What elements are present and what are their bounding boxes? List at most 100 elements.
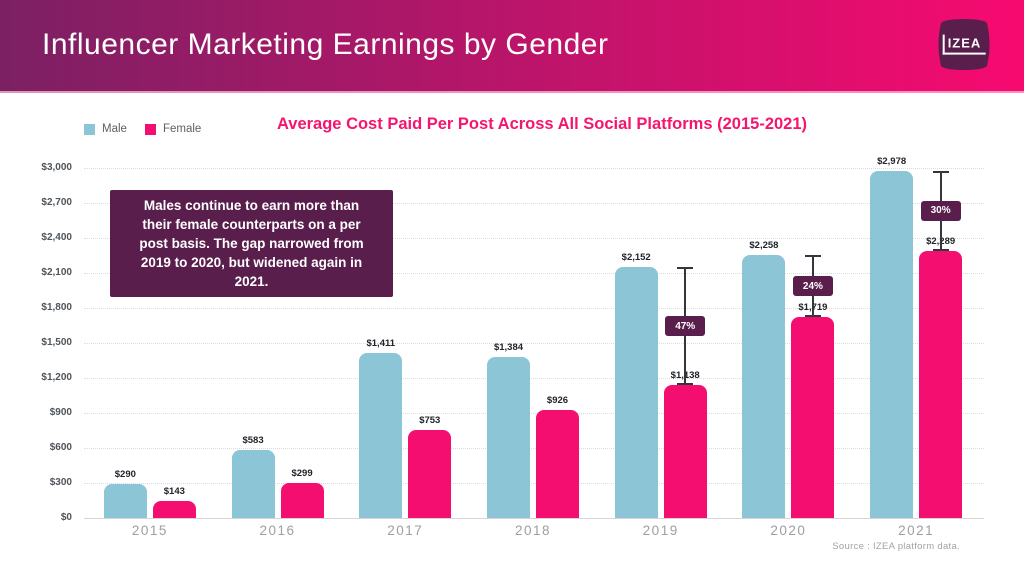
gap-badge-2020: 24% [792,276,833,296]
gridline [84,483,984,484]
female-swatch-icon [144,123,156,135]
x-axis-label-2019: 2019 [642,523,679,538]
bar-wrap: $2,289 [919,236,963,518]
bar-wrap: $2,978 [870,155,914,518]
izea-logo: IZEA [935,17,993,72]
y-axis-tick-label: $1,500 [41,337,72,348]
bar-wrap: $1,138 [663,370,707,518]
bar-value-label: $926 [546,394,569,406]
legend-item-male: Male [84,123,127,135]
female-bar-2020 [791,317,835,518]
legend-item-female: Female [144,123,202,135]
bar-value-label: $2,978 [877,155,907,167]
bracket-cap-top [932,170,949,173]
bar-value-label: $299 [291,468,313,480]
y-axis-tick-label: $3,000 [41,162,72,173]
bar-wrap: $143 [152,486,196,518]
x-axis-label-2020: 2020 [770,523,807,538]
legend-label-male: Male [102,123,127,135]
bracket-cap-top [804,254,821,257]
bar-wrap: $1,719 [791,302,835,518]
gridline [84,343,984,344]
bar-group-2019: $2,152 $1,138 [597,93,725,518]
bar-group-2018: $1,384 $926 [469,93,597,518]
y-axis-tick-label: $0 [60,512,72,523]
female-bar-2016 [280,483,324,518]
male-bar-2018 [486,356,530,518]
bar-value-label: $143 [163,486,185,498]
bar-wrap: $2,152 [614,251,658,518]
bar-value-label: $2,258 [749,239,779,251]
male-bar-2016 [231,449,275,518]
gridline [84,203,984,204]
gridline [84,168,984,169]
y-axis-tick-label: $2,700 [41,197,72,208]
bracket-cap-bottom [677,383,694,386]
female-bar-2017 [408,430,452,518]
bar-group-2017: $1,411 $753 [341,93,469,518]
bar-group-2015: $290 $143 [86,93,214,518]
female-bar-2021 [919,250,963,518]
bar-group-2016: $583 $299 [214,93,342,518]
annotation-callout: Males continue to earn more than their f… [110,190,393,297]
bar-wrap: $753 [408,415,452,518]
source-note: Source : IZEA platform data. [832,541,960,552]
x-axis-label-2021: 2021 [898,523,935,538]
bar-value-label: $290 [114,469,136,481]
bar-group-2021: $2,978 $2,289 [852,93,980,518]
y-axis-tick-label: $900 [49,407,72,418]
gridline [84,448,984,449]
gap-badge-2021: 30% [920,200,961,221]
gridline [84,413,984,414]
bracket-cap-bottom [932,248,949,251]
y-axis-tick-label: $600 [49,442,72,453]
male-bar-2019 [614,266,658,518]
bar-wrap: $1,384 [486,341,530,518]
bar-wrap: $1,411 [359,338,403,518]
bar-value-label: $2,152 [621,251,651,263]
gridline [84,308,984,309]
bar-value-label: $1,384 [493,341,524,353]
male-swatch-icon [84,123,95,135]
x-axis-label-2016: 2016 [259,523,296,538]
female-bar-2015 [152,501,196,518]
x-axis-label-2015: 2015 [131,523,168,538]
gridline [84,518,984,519]
bar-wrap: $290 [103,469,147,518]
izea-logo-text: IZEA [942,34,986,55]
bracket-cap-bottom [804,315,821,318]
gridline [84,238,984,239]
chart-canvas: Male Female Average Cost Paid Per Post A… [0,93,1024,576]
bar-wrap: $926 [535,394,579,518]
y-axis-tick-label: $1,800 [41,302,72,313]
chart-title: Average Cost Paid Per Post Across All So… [276,115,808,133]
x-axis-label-2018: 2018 [514,523,552,538]
bar-wrap: $583 [231,434,275,518]
header-banner: Influencer Marketing Earnings by Gender … [0,0,1024,93]
female-bar-2018 [535,409,579,518]
x-axis-label-2017: 2017 [387,523,424,538]
bar-wrap: $2,258 [742,239,786,518]
bar-wrap: $299 [280,468,324,518]
male-bar-2020 [742,254,786,518]
bracket-cap-top [677,266,694,269]
bar-group-2020: $2,258 $1,719 [725,93,853,518]
gap-badge-2019: 47% [665,316,706,337]
izea-logo-badge-icon [938,19,990,70]
male-bar-2017 [359,353,403,518]
gridline [84,378,984,379]
y-axis-tick-label: $2,100 [41,267,72,278]
gridline [84,273,984,274]
page-title: Influencer Marketing Earnings by Gender [42,28,609,61]
legend-label-female: Female [162,123,202,135]
y-axis-tick-label: $300 [49,477,72,488]
male-bar-2021 [870,170,914,518]
male-bar-2015 [103,484,147,518]
bar-value-label: $753 [419,415,441,427]
y-axis-tick-label: $2,400 [41,232,72,243]
bar-value-label: $583 [242,434,264,446]
chart-legend: Male Female [84,123,201,135]
bar-value-label: $1,411 [366,338,396,350]
female-bar-2019 [663,385,707,518]
y-axis-tick-label: $1,200 [41,372,72,383]
